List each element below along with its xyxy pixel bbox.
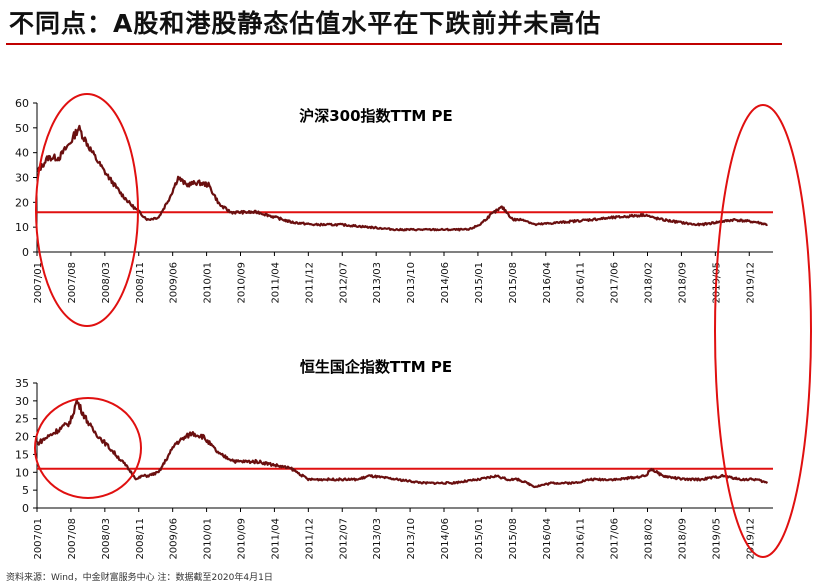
x-tick-label: 2019/12 <box>745 518 756 560</box>
x-tick-label: 2017/06 <box>610 262 621 304</box>
y-tick-label: 15 <box>15 448 29 461</box>
headline-rule <box>6 43 782 45</box>
x-tick-label: 2016/11 <box>576 262 587 304</box>
x-tick-label: 2012/07 <box>338 518 349 560</box>
x-tick-label: 2007/08 <box>67 518 78 560</box>
series-line <box>36 399 769 489</box>
x-tick-label: 2008/11 <box>135 518 146 560</box>
ellipse-2019-right <box>714 104 812 558</box>
x-tick-label: 2013/03 <box>372 518 383 560</box>
y-tick-label: 25 <box>15 413 29 426</box>
x-tick-label: 2015/01 <box>474 262 485 304</box>
x-tick-label: 2017/06 <box>610 518 621 560</box>
series-line <box>36 124 768 232</box>
y-tick-label: 20 <box>15 196 29 209</box>
x-tick-label: 2018/09 <box>677 262 688 304</box>
x-tick-label: 2014/06 <box>440 518 451 560</box>
source-note: 资料来源：Wind，中金财富服务中心 注：数据截至2020年4月1日 <box>6 573 273 583</box>
x-tick-label: 2011/12 <box>304 518 315 560</box>
x-tick-label: 2009/06 <box>169 518 180 560</box>
x-tick-label: 2015/08 <box>508 262 519 304</box>
headline: 不同点：A股和港股静态估值水平在下跌前并未高估 <box>9 9 602 38</box>
y-tick-label: 35 <box>15 377 29 390</box>
x-tick-label: 2019/12 <box>745 262 756 304</box>
x-tick-label: 2011/04 <box>270 262 281 304</box>
x-tick-label: 2010/01 <box>203 518 214 560</box>
y-tick-label: 30 <box>15 172 29 185</box>
x-tick-label: 2010/01 <box>203 262 214 304</box>
hscei-pe-chart: 恒生国企指数TTM PE 0 5 10 15 20 25 30 35 2007/01 2007/08… <box>15 358 773 560</box>
y-tick-label: 60 <box>15 97 29 110</box>
x-tick-label: 2011/12 <box>304 262 315 304</box>
x-tick-label: 2010/09 <box>237 262 248 304</box>
x-tick-label: 2019/05 <box>711 518 722 560</box>
x-tick-label: 2016/11 <box>576 518 587 560</box>
x-tick-label: 2009/06 <box>169 262 180 304</box>
ellipse-2007-bottom <box>34 397 142 499</box>
x-tick-label: 2012/07 <box>338 262 349 304</box>
x-tick-label: 2014/06 <box>440 262 451 304</box>
chart-title: 恒生国企指数TTM PE <box>300 358 452 376</box>
y-tick-label: 10 <box>15 221 29 234</box>
y-tick-label: 5 <box>22 484 29 497</box>
x-tick-label: 2016/04 <box>542 262 553 304</box>
x-tick-label: 2013/03 <box>372 262 383 304</box>
highlight-ellipses <box>34 93 812 558</box>
x-tick-label: 2007/01 <box>33 262 44 304</box>
x-tick-label: 2008/11 <box>135 262 146 304</box>
x-tick-label: 2013/10 <box>406 262 417 304</box>
y-tick-label: 0 <box>22 502 29 515</box>
y-tick-label: 40 <box>15 147 29 160</box>
chart-title: 沪深300指数TTM PE <box>299 107 453 125</box>
y-tick-label: 0 <box>22 246 29 259</box>
x-tick-label: 2010/09 <box>237 518 248 560</box>
y-tick-label: 30 <box>15 395 29 408</box>
hs300-pe-chart: 沪深300指数TTM PE 0 10 20 30 40 50 60 2007/01 2007/08… <box>15 97 773 304</box>
x-tick-label: 2018/02 <box>644 518 655 560</box>
x-tick-label: 2018/02 <box>644 262 655 304</box>
x-tick-label: 2008/03 <box>101 518 112 560</box>
y-tick-label: 50 <box>15 122 29 135</box>
x-tick-label: 2015/08 <box>508 518 519 560</box>
y-tick-label: 20 <box>15 431 29 444</box>
x-tick-label: 2013/10 <box>406 518 417 560</box>
x-tick-label: 2008/03 <box>101 262 112 304</box>
x-tick-label: 2016/04 <box>542 518 553 560</box>
x-tick-label: 2007/01 <box>33 518 44 560</box>
ellipse-2007-top <box>35 93 139 327</box>
x-tick-label: 2018/09 <box>677 518 688 560</box>
x-tick-label: 2011/04 <box>270 518 281 560</box>
x-tick-label: 2007/08 <box>67 262 78 304</box>
x-tick-label: 2015/01 <box>474 518 485 560</box>
y-tick-label: 10 <box>15 466 29 479</box>
